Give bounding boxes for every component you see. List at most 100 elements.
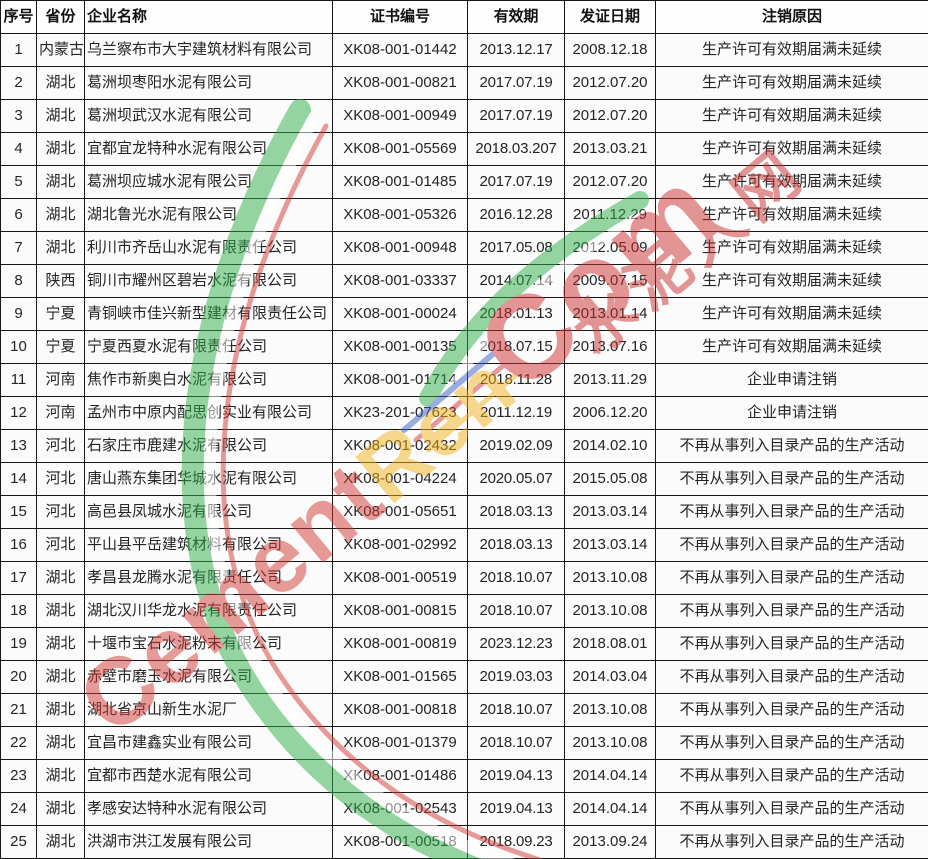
cell-issue-date: 2012.05.09 bbox=[564, 231, 656, 265]
cell-reason: 企业申请注销 bbox=[655, 363, 928, 397]
header-company: 企业名称 bbox=[84, 0, 333, 34]
cell-validity: 2018.10.07 bbox=[467, 561, 565, 595]
header-validity: 有效期 bbox=[467, 0, 565, 34]
cell-cert-no: XK08-001-00135 bbox=[332, 330, 468, 364]
cell-seq: 21 bbox=[0, 693, 37, 727]
cell-province: 河北 bbox=[36, 462, 85, 496]
cell-cert-no: XK08-001-00821 bbox=[332, 66, 468, 100]
cell-reason: 生产许可有效期届满未延续 bbox=[655, 132, 928, 166]
table-row: 3 湖北 葛洲坝武汉水泥有限公司 XK08-001-00949 2017.07.19 20… bbox=[0, 99, 928, 133]
cell-reason: 生产许可有效期届满未延续 bbox=[655, 330, 928, 364]
cell-cert-no: XK08-001-02992 bbox=[332, 528, 468, 562]
table-row: 2 湖北 葛洲坝枣阳水泥有限公司 XK08-001-00821 2017.07.19 20… bbox=[0, 66, 928, 100]
cell-cert-no: XK08-001-00815 bbox=[332, 594, 468, 628]
cell-province: 宁夏 bbox=[36, 330, 85, 364]
cell-company: 铜川市耀州区碧岩水泥有限公司 bbox=[84, 264, 333, 298]
cell-reason: 生产许可有效期届满未延续 bbox=[655, 198, 928, 232]
cell-validity: 2019.04.13 bbox=[467, 759, 565, 793]
cell-seq: 13 bbox=[0, 429, 37, 463]
table-body: 1 内蒙古 乌兰察布市大宇建筑材料有限公司 XK08-001-01442 2013.12… bbox=[0, 33, 928, 859]
cell-validity: 2011.12.19 bbox=[467, 396, 565, 430]
cell-province: 湖北 bbox=[36, 66, 85, 100]
cell-reason: 生产许可有效期届满未延续 bbox=[655, 264, 928, 298]
cell-company: 湖北鲁光水泥有限公司 bbox=[84, 198, 333, 232]
cell-issue-date: 2006.12.20 bbox=[564, 396, 656, 430]
cell-province: 河南 bbox=[36, 363, 85, 397]
cell-issue-date: 2009.07.15 bbox=[564, 264, 656, 298]
cell-cert-no: XK08-001-02432 bbox=[332, 429, 468, 463]
cell-issue-date: 2013.10.08 bbox=[564, 693, 656, 727]
cell-province: 湖北 bbox=[36, 231, 85, 265]
cell-province: 湖北 bbox=[36, 561, 85, 595]
cell-issue-date: 2013.10.08 bbox=[564, 594, 656, 628]
cell-reason: 生产许可有效期届满未延续 bbox=[655, 66, 928, 100]
cell-seq: 12 bbox=[0, 396, 37, 430]
cell-reason: 不再从事列入目录产品的生产活动 bbox=[655, 594, 928, 628]
table-row: 17 湖北 孝昌县龙腾水泥有限责任公司 XK08-001-00519 2018.10.0… bbox=[0, 561, 928, 595]
cell-company: 石家庄市鹿建水泥有限公司 bbox=[84, 429, 333, 463]
cell-seq: 1 bbox=[0, 33, 37, 67]
cell-company: 葛洲坝武汉水泥有限公司 bbox=[84, 99, 333, 133]
cell-province: 湖北 bbox=[36, 594, 85, 628]
cell-validity: 2018.10.07 bbox=[467, 693, 565, 727]
cell-province: 湖北 bbox=[36, 660, 85, 694]
cell-validity: 2019.04.13 bbox=[467, 792, 565, 826]
cell-cert-no: XK08-001-05569 bbox=[332, 132, 468, 166]
cell-issue-date: 2014.03.04 bbox=[564, 660, 656, 694]
cell-company: 宜昌市建鑫实业有限公司 bbox=[84, 726, 333, 760]
cell-seq: 8 bbox=[0, 264, 37, 298]
cell-company: 孟州市中原内配思创实业有限公司 bbox=[84, 396, 333, 430]
table-row: 15 河北 高邑县凤城水泥有限公司 XK08-001-05651 2018.03.13 2… bbox=[0, 495, 928, 529]
cell-validity: 2023.12.23 bbox=[467, 627, 565, 661]
cell-reason: 不再从事列入目录产品的生产活动 bbox=[655, 792, 928, 826]
header-seq: 序号 bbox=[0, 0, 37, 34]
table-row: 18 湖北 湖北汉川华龙水泥有限责任公司 XK08-001-00815 2018.10.… bbox=[0, 594, 928, 628]
cell-company: 宁夏西夏水泥有限责任公司 bbox=[84, 330, 333, 364]
cell-seq: 18 bbox=[0, 594, 37, 628]
cell-seq: 3 bbox=[0, 99, 37, 133]
cell-reason: 不再从事列入目录产品的生产活动 bbox=[655, 429, 928, 463]
cell-province: 湖北 bbox=[36, 99, 85, 133]
cell-reason: 不再从事列入目录产品的生产活动 bbox=[655, 561, 928, 595]
cell-reason: 不再从事列入目录产品的生产活动 bbox=[655, 495, 928, 529]
cell-company: 平山县平岳建筑材料有限公司 bbox=[84, 528, 333, 562]
cell-cert-no: XK08-001-01379 bbox=[332, 726, 468, 760]
table-row: 7 湖北 利川市齐岳山水泥有限责任公司 XK08-001-00948 2017.05.0… bbox=[0, 231, 928, 265]
cell-cert-no: XK08-001-01442 bbox=[332, 33, 468, 67]
cell-reason: 不再从事列入目录产品的生产活动 bbox=[655, 759, 928, 793]
cell-province: 河北 bbox=[36, 429, 85, 463]
cell-cert-no: XK08-001-03337 bbox=[332, 264, 468, 298]
cell-cert-no: XK08-001-04224 bbox=[332, 462, 468, 496]
cell-issue-date: 2013.03.14 bbox=[564, 528, 656, 562]
cell-company: 洪湖市洪江发展有限公司 bbox=[84, 825, 333, 859]
cell-seq: 25 bbox=[0, 825, 37, 859]
cell-issue-date: 2014.04.14 bbox=[564, 759, 656, 793]
cell-validity: 2018.10.07 bbox=[467, 594, 565, 628]
cell-cert-no: XK08-001-00819 bbox=[332, 627, 468, 661]
cell-issue-date: 2018.08.01 bbox=[564, 627, 656, 661]
cell-issue-date: 2014.02.10 bbox=[564, 429, 656, 463]
cell-province: 宁夏 bbox=[36, 297, 85, 331]
cell-issue-date: 2013.10.08 bbox=[564, 726, 656, 760]
cell-cert-no: XK08-001-01714 bbox=[332, 363, 468, 397]
cell-issue-date: 2015.05.08 bbox=[564, 462, 656, 496]
cell-company: 葛洲坝枣阳水泥有限公司 bbox=[84, 66, 333, 100]
table-row: 6 湖北 湖北鲁光水泥有限公司 XK08-001-05326 2016.12.28 201… bbox=[0, 198, 928, 232]
cell-validity: 2014.07.14 bbox=[467, 264, 565, 298]
cell-province: 湖北 bbox=[36, 759, 85, 793]
cell-cert-no: XK08-001-00818 bbox=[332, 693, 468, 727]
cell-issue-date: 2013.07.16 bbox=[564, 330, 656, 364]
cell-company: 宜都宜龙特种水泥有限公司 bbox=[84, 132, 333, 166]
cell-province: 湖北 bbox=[36, 132, 85, 166]
cell-company: 青铜峡市佳兴新型建材有限责任公司 bbox=[84, 297, 333, 331]
cell-company: 焦作市新奥白水泥有限公司 bbox=[84, 363, 333, 397]
cell-reason: 企业申请注销 bbox=[655, 396, 928, 430]
cell-company: 孝感安达特种水泥有限公司 bbox=[84, 792, 333, 826]
cell-validity: 2019.02.09 bbox=[467, 429, 565, 463]
cell-province: 湖北 bbox=[36, 792, 85, 826]
cell-reason: 生产许可有效期届满未延续 bbox=[655, 231, 928, 265]
cell-company: 湖北省京山新生水泥厂 bbox=[84, 693, 333, 727]
table-row: 21 湖北 湖北省京山新生水泥厂 XK08-001-00818 2018.10.07 20… bbox=[0, 693, 928, 727]
table-header: 序号 省份 企业名称 证书编号 有效期 发证日期 注销原因 bbox=[0, 0, 928, 34]
